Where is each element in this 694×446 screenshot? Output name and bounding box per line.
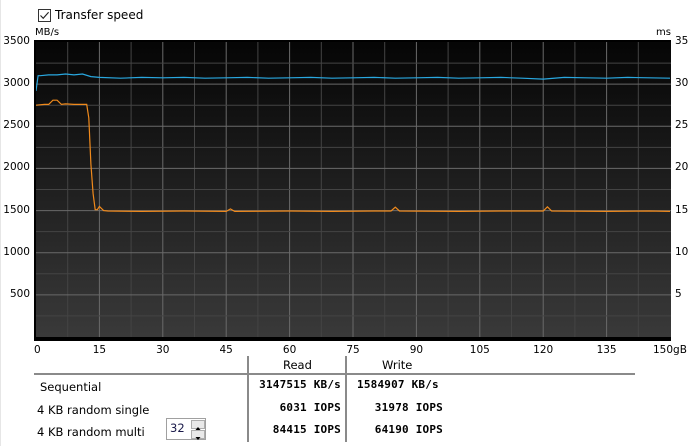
- x-tick: 135: [596, 344, 617, 356]
- y-tick-left: 3500: [3, 35, 30, 47]
- random-multi-write-value: 64190 IOPS: [374, 423, 443, 436]
- y-tick-right: 10: [675, 245, 689, 258]
- y-tick-right: 20: [675, 161, 689, 174]
- sequential-write-value: 1584907 KB/s: [357, 378, 439, 391]
- random-multi-read-value: 84415 IOPS: [272, 423, 341, 436]
- transfer-speed-label: Transfer speed: [55, 8, 144, 22]
- column-header-write: Write: [382, 358, 413, 372]
- y-tick-right: 15: [675, 203, 689, 216]
- arrow-up-icon: [195, 427, 201, 430]
- x-tick: 30: [156, 344, 170, 356]
- spin-down-button[interactable]: [191, 430, 205, 440]
- y-tick-right: 30: [675, 77, 689, 90]
- y-axis-unit-right: ms: [656, 27, 671, 38]
- row-label-sequential: Sequential: [40, 380, 102, 394]
- y-tick-right: 35: [675, 35, 689, 47]
- benchmark-results: Read Write Sequential 3147515 KB/s 15849…: [0, 356, 694, 446]
- header-divider: [34, 373, 635, 375]
- checkmark-icon: [40, 11, 50, 19]
- queue-depth-value[interactable]: 32: [170, 421, 185, 435]
- y-tick-right: 5: [675, 287, 682, 300]
- x-tick: 150gB: [653, 344, 687, 356]
- column-separator-read: [247, 356, 249, 442]
- sequential-read-value: 3147515 KB/s: [259, 378, 341, 391]
- spin-up-button[interactable]: [191, 420, 205, 430]
- x-tick: 105: [469, 344, 490, 356]
- write-series-line: [35, 99, 671, 213]
- transfer-speed-checkbox[interactable]: Transfer speed: [38, 8, 143, 22]
- random-single-write-value: 31978 IOPS: [374, 401, 443, 414]
- row-label-4kb-random-single: 4 KB random single: [37, 403, 150, 417]
- x-tick: 75: [346, 344, 360, 356]
- transfer-speed-chart: [34, 40, 671, 341]
- column-header-read: Read: [283, 358, 312, 372]
- chart-grid: [34, 40, 671, 337]
- x-tick: 120: [533, 344, 554, 356]
- y-tick-left: 1000: [3, 245, 30, 258]
- window-left-border: [0, 0, 1, 446]
- x-tick: 60: [282, 344, 297, 356]
- y-tick-left: 1500: [3, 203, 30, 216]
- y-axis-unit-left: MB/s: [35, 27, 60, 38]
- read-series-line: [35, 73, 671, 91]
- x-tick: 45: [219, 344, 233, 356]
- y-tick-left: 2000: [3, 161, 30, 174]
- y-tick-left: 2500: [3, 119, 30, 132]
- x-tick: 90: [409, 344, 424, 356]
- queue-depth-spinner[interactable]: 32: [166, 418, 206, 440]
- random-single-read-value: 6031 IOPS: [279, 401, 341, 414]
- y-tick-left: 3000: [3, 77, 30, 90]
- x-tick: 0: [34, 344, 41, 356]
- checkbox-box[interactable]: [38, 8, 51, 22]
- x-tick: 15: [92, 344, 107, 356]
- row-label-4kb-random-multi: 4 KB random multi: [37, 425, 145, 439]
- y-tick-left: 500: [9, 287, 30, 300]
- arrow-down-icon: [195, 437, 201, 440]
- y-tick-right: 25: [675, 119, 689, 132]
- column-separator-write: [345, 356, 347, 442]
